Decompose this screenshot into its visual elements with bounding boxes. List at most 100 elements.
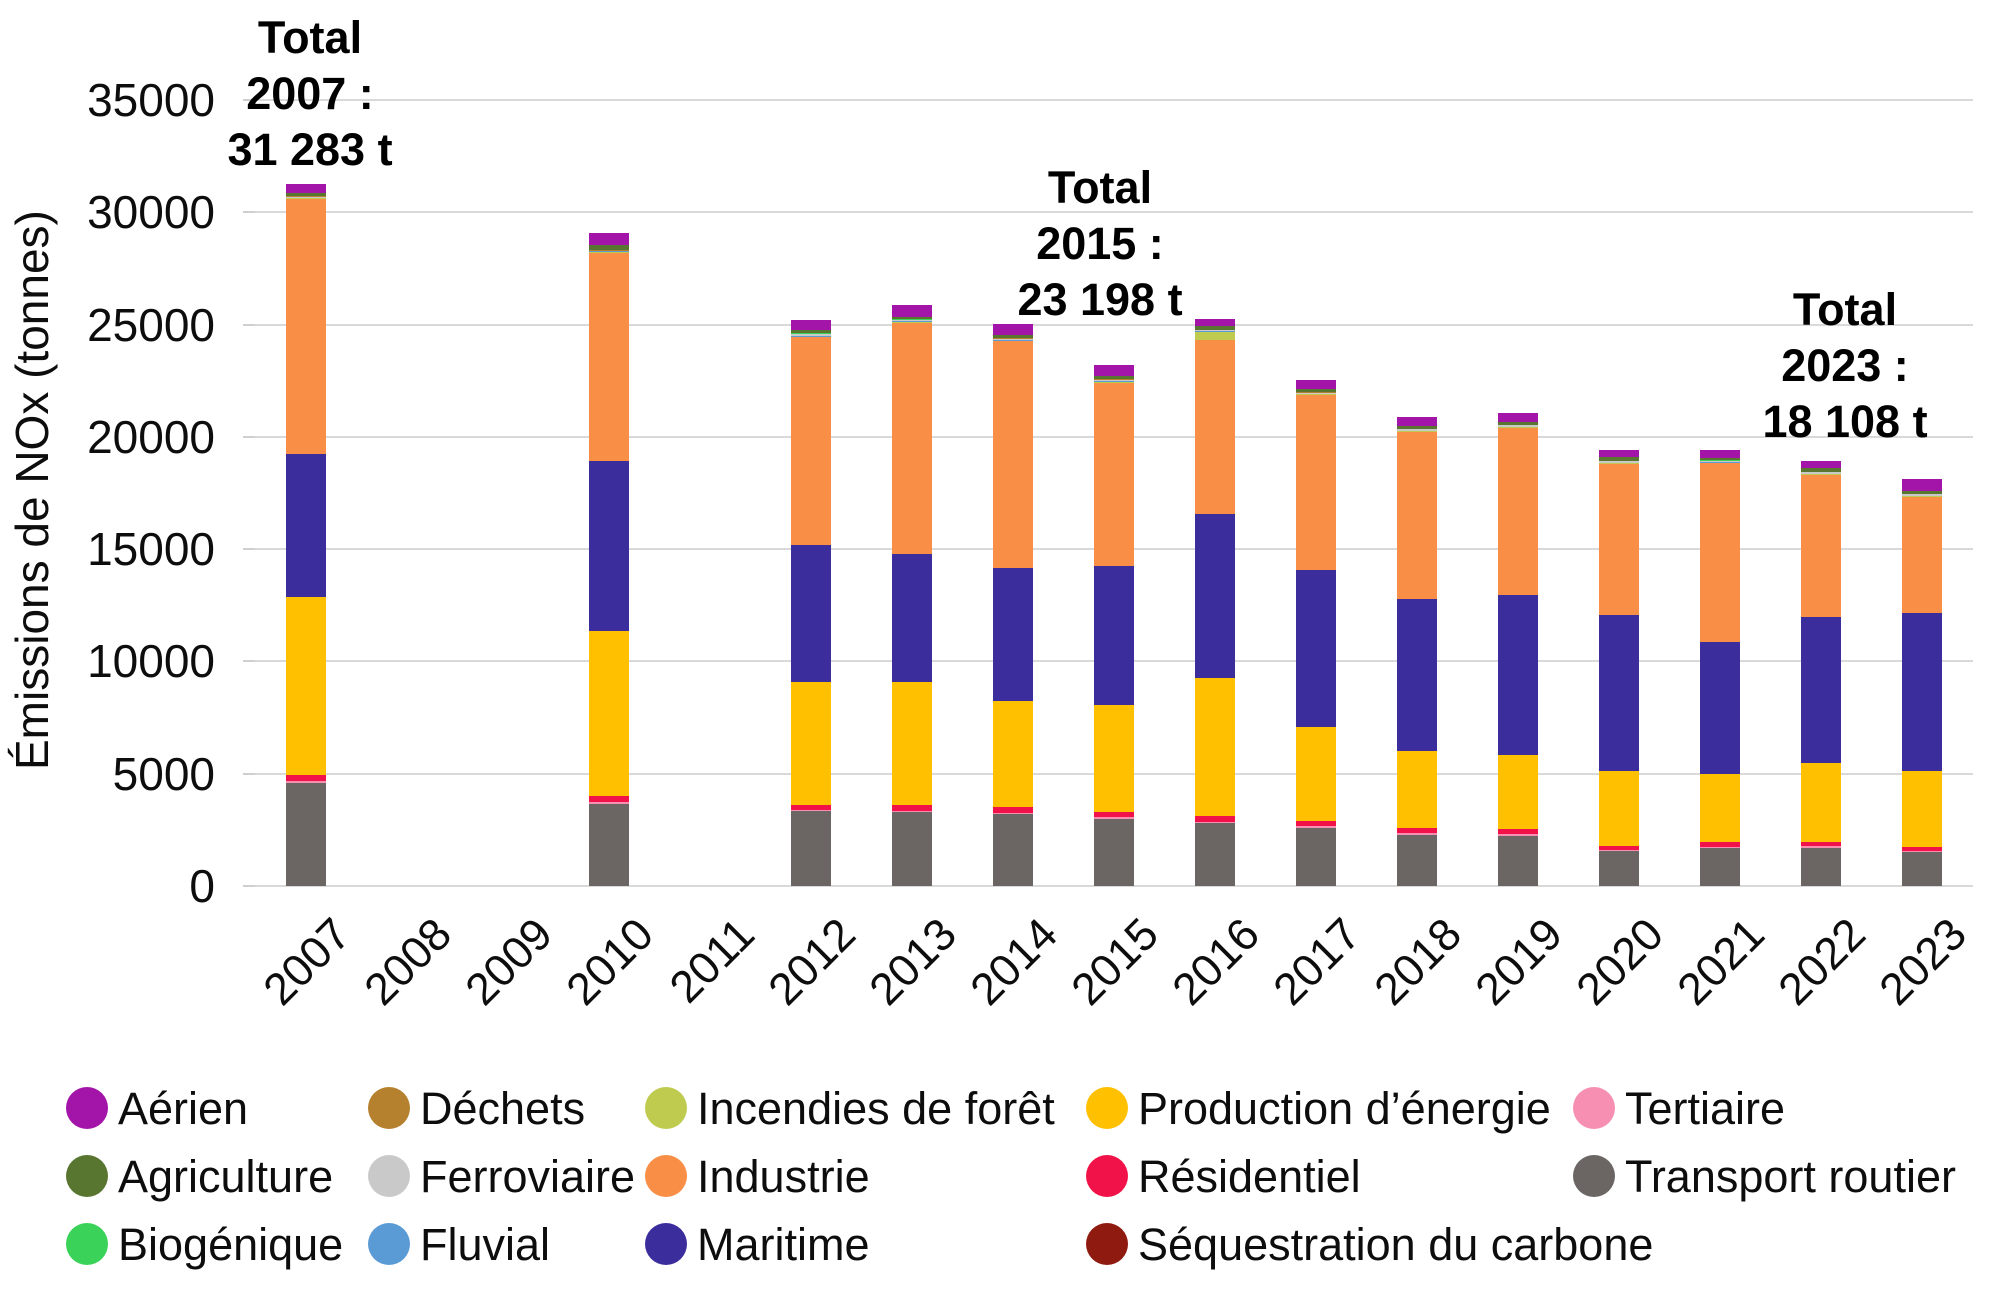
bar-segment-2013-Tertiaire xyxy=(891,810,932,812)
bar-segment-2015-Production d’énergie xyxy=(1094,705,1134,813)
y-tick-mark xyxy=(243,99,255,101)
bar-segment-2018-Maritime xyxy=(1397,599,1438,752)
y-tick-mark xyxy=(243,660,255,663)
bar-segment-2022-Tertiaire xyxy=(1801,846,1842,848)
annotation-line: 18 108 t xyxy=(1762,396,1928,447)
bar-segment-2019-Aérien xyxy=(1498,412,1539,422)
y-tick-mark xyxy=(243,435,255,438)
bar-segment-2022-Résidentiel xyxy=(1801,842,1842,847)
bar-segment-2022-Production d’énergie xyxy=(1801,763,1842,843)
legend-item-Tertiaire: Tertiaire xyxy=(1573,1086,1785,1131)
annotation-total-2007: Total 2007 : 31 283 t xyxy=(150,10,470,178)
annotation-line: 2007 : xyxy=(246,68,374,119)
bar-segment-2014-Maritime xyxy=(992,568,1033,701)
y-tick-label: 30000 xyxy=(87,186,215,239)
bar-segment-2020-Incendies de forêt xyxy=(1599,463,1640,464)
y-tick-label: 20000 xyxy=(87,410,215,463)
bar-segment-2023-Industrie xyxy=(1902,496,1943,613)
legend-color-marker xyxy=(645,1223,687,1265)
bar-segment-2023-Transport routier xyxy=(1902,851,1943,886)
bar-segment-2007-Maritime xyxy=(285,453,326,597)
bar-segment-2014-Incendies de forêt xyxy=(992,340,1033,342)
legend-color-marker xyxy=(66,1087,108,1129)
bar-2007 xyxy=(285,100,326,886)
legend-item-Résidentiel: Résidentiel xyxy=(1086,1154,1361,1199)
bar-segment-2007-Aérien xyxy=(285,183,326,193)
bar-segment-2010-Ferroviaire xyxy=(588,250,629,252)
bar-segment-2019-Incendies de forêt xyxy=(1498,427,1539,428)
bar-segment-2010-Agriculture xyxy=(588,244,629,250)
legend-label: Transport routier xyxy=(1625,1150,1956,1202)
bar-segment-2014-Industrie xyxy=(992,341,1033,569)
x-tick-label-2015: 2015 xyxy=(1061,908,1169,1015)
gridline-0 xyxy=(255,885,1973,887)
x-tick-label-2020: 2020 xyxy=(1566,908,1674,1015)
bar-segment-2021-Agriculture xyxy=(1700,457,1741,461)
bar-segment-2012-Ferroviaire xyxy=(790,334,831,337)
legend-label: Maritime xyxy=(697,1218,870,1270)
bar-segment-2022-Maritime xyxy=(1801,616,1842,764)
legend-label: Aérien xyxy=(118,1082,249,1134)
plot-area xyxy=(243,99,1973,887)
bar-segment-2016-Ferroviaire xyxy=(1195,330,1236,332)
x-tick-label-2007: 2007 xyxy=(252,908,360,1015)
bar-segment-2020-Résidentiel xyxy=(1599,845,1640,850)
legend-item-Maritime: Maritime xyxy=(645,1218,870,1270)
legend: Aérien Déchets Incendies de forêt Productio… xyxy=(0,1064,2000,1307)
bar-segment-2023-Incendies de forêt xyxy=(1902,496,1943,497)
bar-segment-2013-Maritime xyxy=(891,553,932,682)
bar-segment-2020-Ferroviaire xyxy=(1599,461,1640,463)
bar-segment-2019-Résidentiel xyxy=(1498,828,1539,834)
bar-segment-2015-Maritime xyxy=(1094,565,1134,706)
bar-segment-2016-Incendies de forêt xyxy=(1195,331,1236,341)
legend-label: Séquestration du carbone xyxy=(1138,1218,1654,1270)
legend-item-Industrie: Industrie xyxy=(645,1150,870,1202)
bar-segment-2022-Transport routier xyxy=(1801,847,1842,886)
bar-2012 xyxy=(790,100,831,886)
bar-segment-2020-Maritime xyxy=(1599,614,1640,772)
bar-segment-2012-Transport routier xyxy=(790,811,831,886)
bar-segment-2023-Aérien xyxy=(1902,479,1943,491)
bar-segment-2018-Tertiaire xyxy=(1397,832,1438,835)
bar-segment-2021-Résidentiel xyxy=(1700,842,1741,847)
bar-segment-2016-Tertiaire xyxy=(1195,821,1236,824)
bar-segment-2020-Agriculture xyxy=(1599,457,1640,461)
bar-segment-2007-Ferroviaire xyxy=(285,196,326,198)
bar-2016 xyxy=(1195,100,1236,886)
y-tick-mark xyxy=(243,772,255,775)
bar-segment-2007-Résidentiel xyxy=(285,775,326,782)
bar-segment-2021-Aérien xyxy=(1700,449,1741,458)
bar-segment-2016-Résidentiel xyxy=(1195,815,1236,822)
y-tick-label: 25000 xyxy=(87,298,215,351)
bar-segment-2013-Production d’énergie xyxy=(891,681,932,805)
bar-segment-2020-Industrie xyxy=(1599,463,1640,615)
x-tick-label-2012: 2012 xyxy=(758,908,865,1015)
annotation-line: 2015 : xyxy=(1036,218,1164,269)
bar-2013 xyxy=(891,100,932,886)
bar-segment-2007-Tertiaire xyxy=(285,781,326,783)
bar-segment-2017-Incendies de forêt xyxy=(1296,394,1337,396)
bar-segment-2021-Production d’énergie xyxy=(1700,773,1741,843)
y-tick-label: 15000 xyxy=(87,523,215,576)
bar-segment-2023-Agriculture xyxy=(1902,490,1943,494)
bar-segment-2013-Agriculture xyxy=(891,316,932,320)
y-tick-label: 0 xyxy=(189,860,215,912)
bar-segment-2019-Industrie xyxy=(1498,427,1539,595)
legend-color-marker xyxy=(1573,1087,1615,1129)
legend-item-Biogénique: Biogénique xyxy=(66,1222,343,1267)
bar-segment-2018-Agriculture xyxy=(1397,425,1438,429)
bar-segment-2020-Tertiaire xyxy=(1599,849,1640,851)
bar-segment-2012-Incendies de forêt xyxy=(790,336,831,338)
legend-color-marker xyxy=(645,1155,687,1197)
bar-segment-2023-Maritime xyxy=(1902,612,1943,772)
annotation-line: 2023 : xyxy=(1781,340,1909,391)
legend-label: Industrie xyxy=(697,1150,870,1202)
bar-segment-2012-Agriculture xyxy=(790,330,831,334)
x-tick-label-2008: 2008 xyxy=(353,908,461,1015)
bar-segment-2017-Maritime xyxy=(1296,569,1337,728)
bar-segment-2021-Maritime xyxy=(1700,641,1741,774)
legend-item-Production d’énergie: Production d’énergie xyxy=(1086,1086,1551,1131)
bar-segment-2015-Agriculture xyxy=(1094,375,1134,379)
bar-segment-2017-Industrie xyxy=(1296,395,1337,570)
